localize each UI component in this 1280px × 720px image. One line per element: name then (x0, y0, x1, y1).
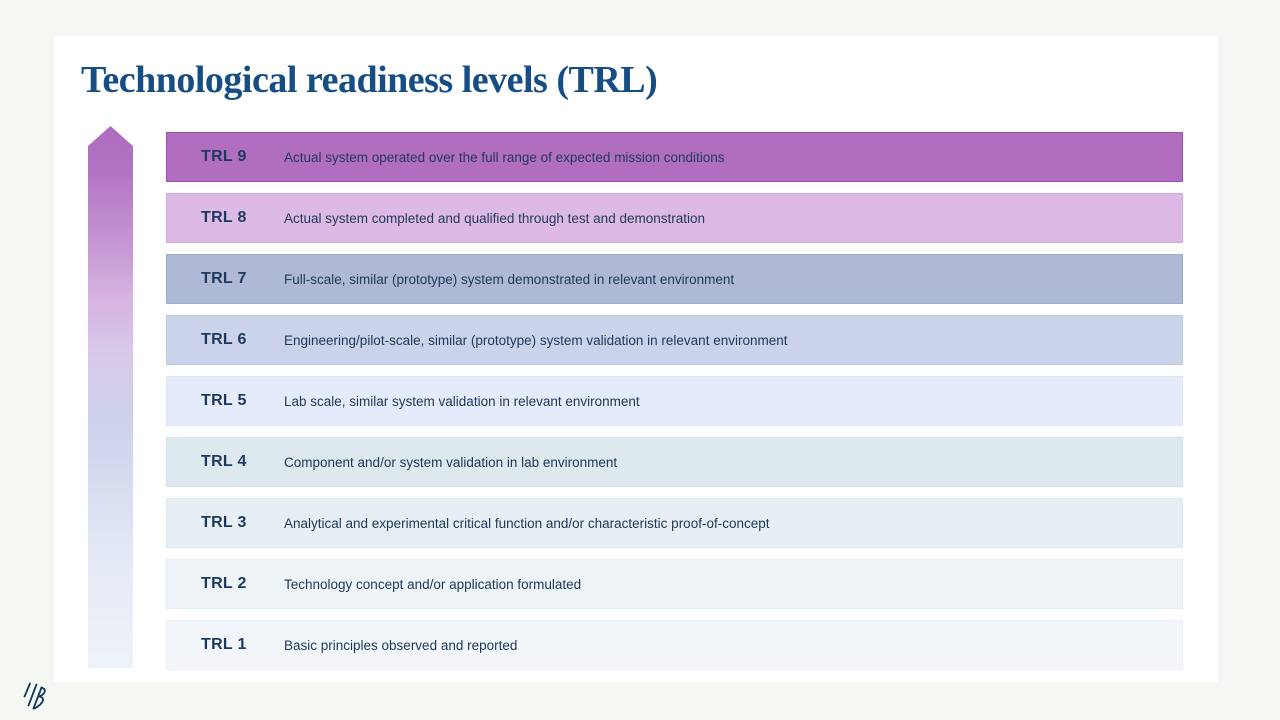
trl-row: TRL 3 Analytical and experimental critica… (166, 498, 1183, 548)
trl-description: Actual system operated over the full ran… (284, 149, 725, 165)
trl-level-label: TRL 3 (201, 514, 247, 531)
trl-level-label: TRL 2 (201, 575, 247, 592)
trl-row: TRL 9 Actual system operated over the ful… (166, 132, 1183, 182)
trl-rows: TRL 9 Actual system operated over the ful… (166, 132, 1183, 681)
trl-row: TRL 1 Basic principles observed and repor… (166, 620, 1183, 670)
trl-level-label: TRL 7 (201, 270, 247, 287)
trl-description: Basic principles observed and reported (284, 637, 518, 653)
trl-gradient-arrow-up (88, 126, 133, 668)
trl-level-label: TRL 5 (201, 392, 247, 409)
trl-level-label: TRL 1 (201, 636, 247, 653)
trl-description: Full-scale, similar (prototype) system d… (284, 271, 735, 287)
trl-description: Engineering/pilot-scale, similar (protot… (284, 332, 788, 348)
brand-logo-icon (21, 679, 49, 713)
trl-row: TRL 4 Component and/or system validation … (166, 437, 1183, 487)
trl-row: TRL 2 Technology concept and/or applicati… (166, 559, 1183, 609)
trl-level-label: TRL 4 (201, 453, 247, 470)
trl-row: TRL 6 Engineering/pilot-scale, similar (p… (166, 315, 1183, 365)
trl-description: Component and/or system validation in la… (284, 454, 618, 470)
trl-level-label: TRL 8 (201, 209, 247, 226)
slide-card: Technological readiness levels (TRL) TRL… (54, 36, 1218, 682)
trl-description: Actual system completed and qualified th… (284, 210, 705, 226)
trl-row: TRL 5 Lab scale, similar system validatio… (166, 376, 1183, 426)
page-title: Technological readiness levels (TRL) (81, 59, 658, 101)
trl-description: Analytical and experimental critical fun… (284, 515, 770, 531)
trl-level-label: TRL 6 (201, 331, 247, 348)
trl-level-label: TRL 9 (201, 148, 247, 165)
trl-description: Technology concept and/or application fo… (284, 576, 582, 592)
trl-row: TRL 8 Actual system completed and qualifi… (166, 193, 1183, 243)
trl-description: Lab scale, similar system validation in … (284, 393, 640, 409)
trl-row: TRL 7 Full-scale, similar (prototype) sys… (166, 254, 1183, 304)
